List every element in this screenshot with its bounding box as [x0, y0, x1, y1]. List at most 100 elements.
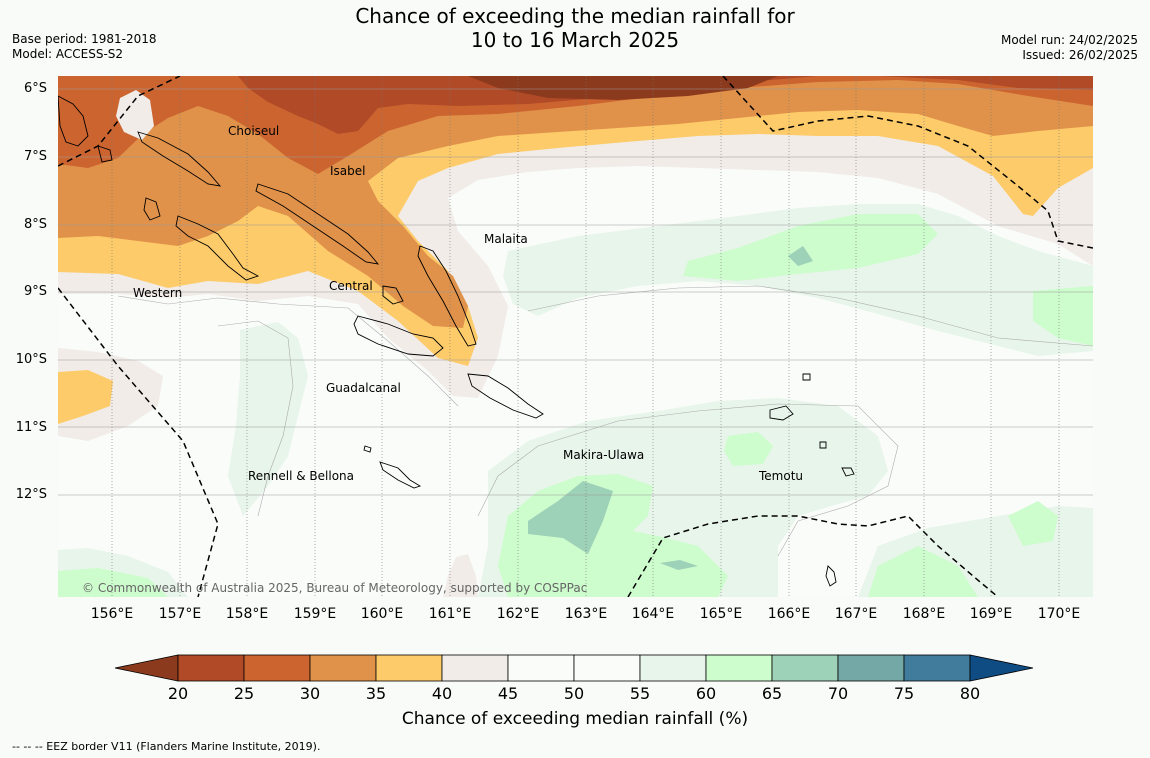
bellona-island	[363, 445, 372, 453]
lat-label-12s: 12°S	[15, 487, 47, 502]
colorbar-tick-35: 35	[365, 684, 387, 703]
colorbar-extend-low	[114, 654, 179, 682]
lat-label-6s: 6°S	[23, 81, 47, 96]
contour-40-45-south-patch	[443, 554, 478, 597]
lon-label-156e: 156°E	[90, 606, 134, 622]
colorbar-swatch	[573, 654, 641, 682]
place-label-malaita: Malaita	[484, 232, 528, 246]
lat-label-11s: 11°S	[15, 420, 47, 435]
contour-60-65-far-east	[1033, 286, 1093, 346]
malaita-island	[417, 245, 477, 347]
contour-65-70-east	[788, 246, 813, 266]
santa-cruz-island	[769, 405, 794, 421]
colorbar-tick-30: 30	[299, 684, 321, 703]
colorbar-tick-60: 60	[695, 684, 717, 703]
colorbar-swatch	[375, 654, 443, 682]
colorbar-tick-25: 25	[233, 684, 255, 703]
lon-label-169e: 169°E	[969, 606, 1013, 622]
issued-text: Issued: 26/02/2025	[1022, 48, 1138, 62]
place-label-temotu: Temotu	[759, 469, 804, 483]
tikopia-island	[825, 565, 837, 587]
lat-label-7s: 7°S	[23, 149, 47, 164]
lon-label-164e: 164°E	[631, 606, 675, 622]
place-label-rennell-bellona: Rennell & Bellona	[248, 469, 355, 483]
contour-60-65-sw	[58, 568, 168, 597]
contour-15-20	[468, 76, 778, 100]
reef-islands	[802, 373, 811, 381]
contour-55-60-east	[503, 204, 1093, 356]
place-label-guadalcanal: Guadalcanal	[326, 381, 401, 395]
colorbar-extend-high	[969, 654, 1034, 682]
vanikoro-island	[819, 441, 827, 449]
contour-nw-patch	[116, 90, 154, 140]
rennell-island	[379, 461, 422, 489]
shortland-islands	[97, 145, 113, 163]
colorbar-swatch	[639, 654, 707, 682]
lon-label-157e: 157°E	[158, 606, 202, 622]
place-label-central: Central	[329, 279, 373, 293]
lon-label-170e: 170°E	[1037, 606, 1081, 622]
colorbar-tick-40: 40	[431, 684, 453, 703]
colorbar-tick-50: 50	[563, 684, 585, 703]
colorbar-tick-65: 65	[761, 684, 783, 703]
model-run-text: Model run: 24/02/2025	[1000, 33, 1138, 47]
colorbar-tick-55: 55	[629, 684, 651, 703]
western-small-island	[143, 197, 161, 221]
colorbar-tick-45: 45	[497, 684, 519, 703]
lat-label-9s: 9°S	[23, 284, 47, 299]
colorbar-swatch	[243, 654, 311, 682]
north-west-islets	[58, 95, 89, 147]
lon-label-158e: 158°E	[225, 606, 269, 622]
lon-label-160e: 160°E	[360, 606, 404, 622]
lon-label-161e: 161°E	[428, 606, 472, 622]
colorbar-swatch	[771, 654, 839, 682]
copyright-text: © Commonwealth of Australia 2025, Bureau…	[82, 581, 588, 595]
colorbar-swatch	[705, 654, 773, 682]
colorbar-swatch	[177, 654, 245, 682]
eez-borders	[58, 76, 1093, 597]
colorbar	[114, 654, 1034, 682]
model-text: Model: ACCESS-S2	[12, 47, 124, 61]
place-label-western: Western	[133, 286, 183, 300]
colorbar-tick-75: 75	[893, 684, 915, 703]
lat-label-8s: 8°S	[23, 217, 47, 232]
place-label-choiseul: Choiseul	[228, 124, 280, 138]
rainfall-probability-map	[58, 76, 1093, 597]
map-title-line2: 10 to 16 March 2025	[470, 28, 680, 52]
colorbar-swatch	[837, 654, 905, 682]
lon-label-165e: 165°E	[699, 606, 743, 622]
contour-60-65-se	[1008, 501, 1058, 546]
colorbar-swatch	[903, 654, 971, 682]
contour-60-65-east	[683, 214, 938, 281]
coastlines	[58, 95, 855, 587]
place-label-isabel: Isabel	[330, 164, 366, 178]
base-period-text: Base period: 1981-2018	[12, 32, 157, 46]
guadalcanal-island	[353, 315, 444, 357]
contour-sw-orange	[58, 370, 113, 424]
florida-island	[382, 285, 404, 305]
place-label-makira-ulawa: Makira-Ulawa	[563, 448, 645, 462]
lon-label-166e: 166°E	[767, 606, 811, 622]
contour-65-70-south	[528, 481, 613, 554]
lon-label-168e: 168°E	[902, 606, 946, 622]
latitude-gridlines	[58, 88, 1093, 496]
lat-label-10s: 10°S	[15, 352, 47, 367]
colorbar-swatch	[507, 654, 575, 682]
lon-label-167e: 167°E	[834, 606, 878, 622]
contour-20-25	[238, 76, 1093, 134]
makira-island	[467, 373, 544, 419]
lon-label-159e: 159°E	[293, 606, 337, 622]
colorbar-tick-20: 20	[167, 684, 189, 703]
isabel-island	[255, 183, 380, 265]
colorbar-swatch	[309, 654, 377, 682]
eez-legend-note: -- -- -- EEZ border V11 (Flanders Marine…	[12, 740, 321, 753]
contour-60-65-s2	[868, 546, 978, 597]
colorbar-swatch	[441, 654, 509, 682]
colorbar-tick-80: 80	[959, 684, 981, 703]
map-title-line1: Chance of exceeding the median rainfall …	[355, 4, 795, 28]
contour-55-60-west	[228, 322, 308, 516]
utupua-island	[841, 467, 855, 477]
lon-label-163e: 163°E	[564, 606, 608, 622]
contour-60-65-temotu	[724, 432, 773, 466]
contour-65-70-small	[660, 560, 698, 570]
